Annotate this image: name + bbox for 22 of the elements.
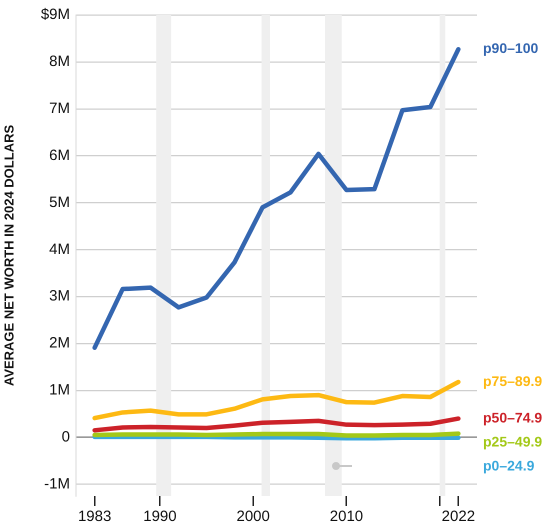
y-tick-label: 7M (49, 100, 70, 117)
text: p0–24.9 (483, 457, 535, 474)
y-tick-label: -1M (44, 475, 70, 492)
y-tick-label: 3M (49, 288, 70, 305)
series-label: p75–89.9 (483, 372, 542, 389)
x-tick-label: 2000 (236, 508, 270, 526)
y-tick-label: 0 (62, 428, 70, 446)
x-tick-label: 2010 (330, 508, 364, 526)
y-tick-label: 6M (49, 146, 70, 164)
y-axis-title: AVERAGE NET WORTH IN 2024 DOLLARS (1, 124, 16, 386)
y-tick-label: 1M (49, 382, 70, 399)
x-tick-label: 1983 (78, 508, 112, 526)
y-tick-label: $9M (40, 6, 70, 24)
y-tick-label: 2M (49, 334, 70, 352)
y-tick-label: 4M (49, 240, 70, 258)
series-label: p25–49.9 (483, 433, 542, 450)
x-tick-label: 1990 (143, 508, 177, 526)
x-tick-label: 2022 (442, 508, 476, 526)
series-label: p50–74.9 (483, 409, 542, 426)
y-tick-label: 5M (49, 194, 70, 211)
y-tick-label: 8M (49, 53, 70, 70)
series-label: p90–100 (483, 40, 538, 56)
